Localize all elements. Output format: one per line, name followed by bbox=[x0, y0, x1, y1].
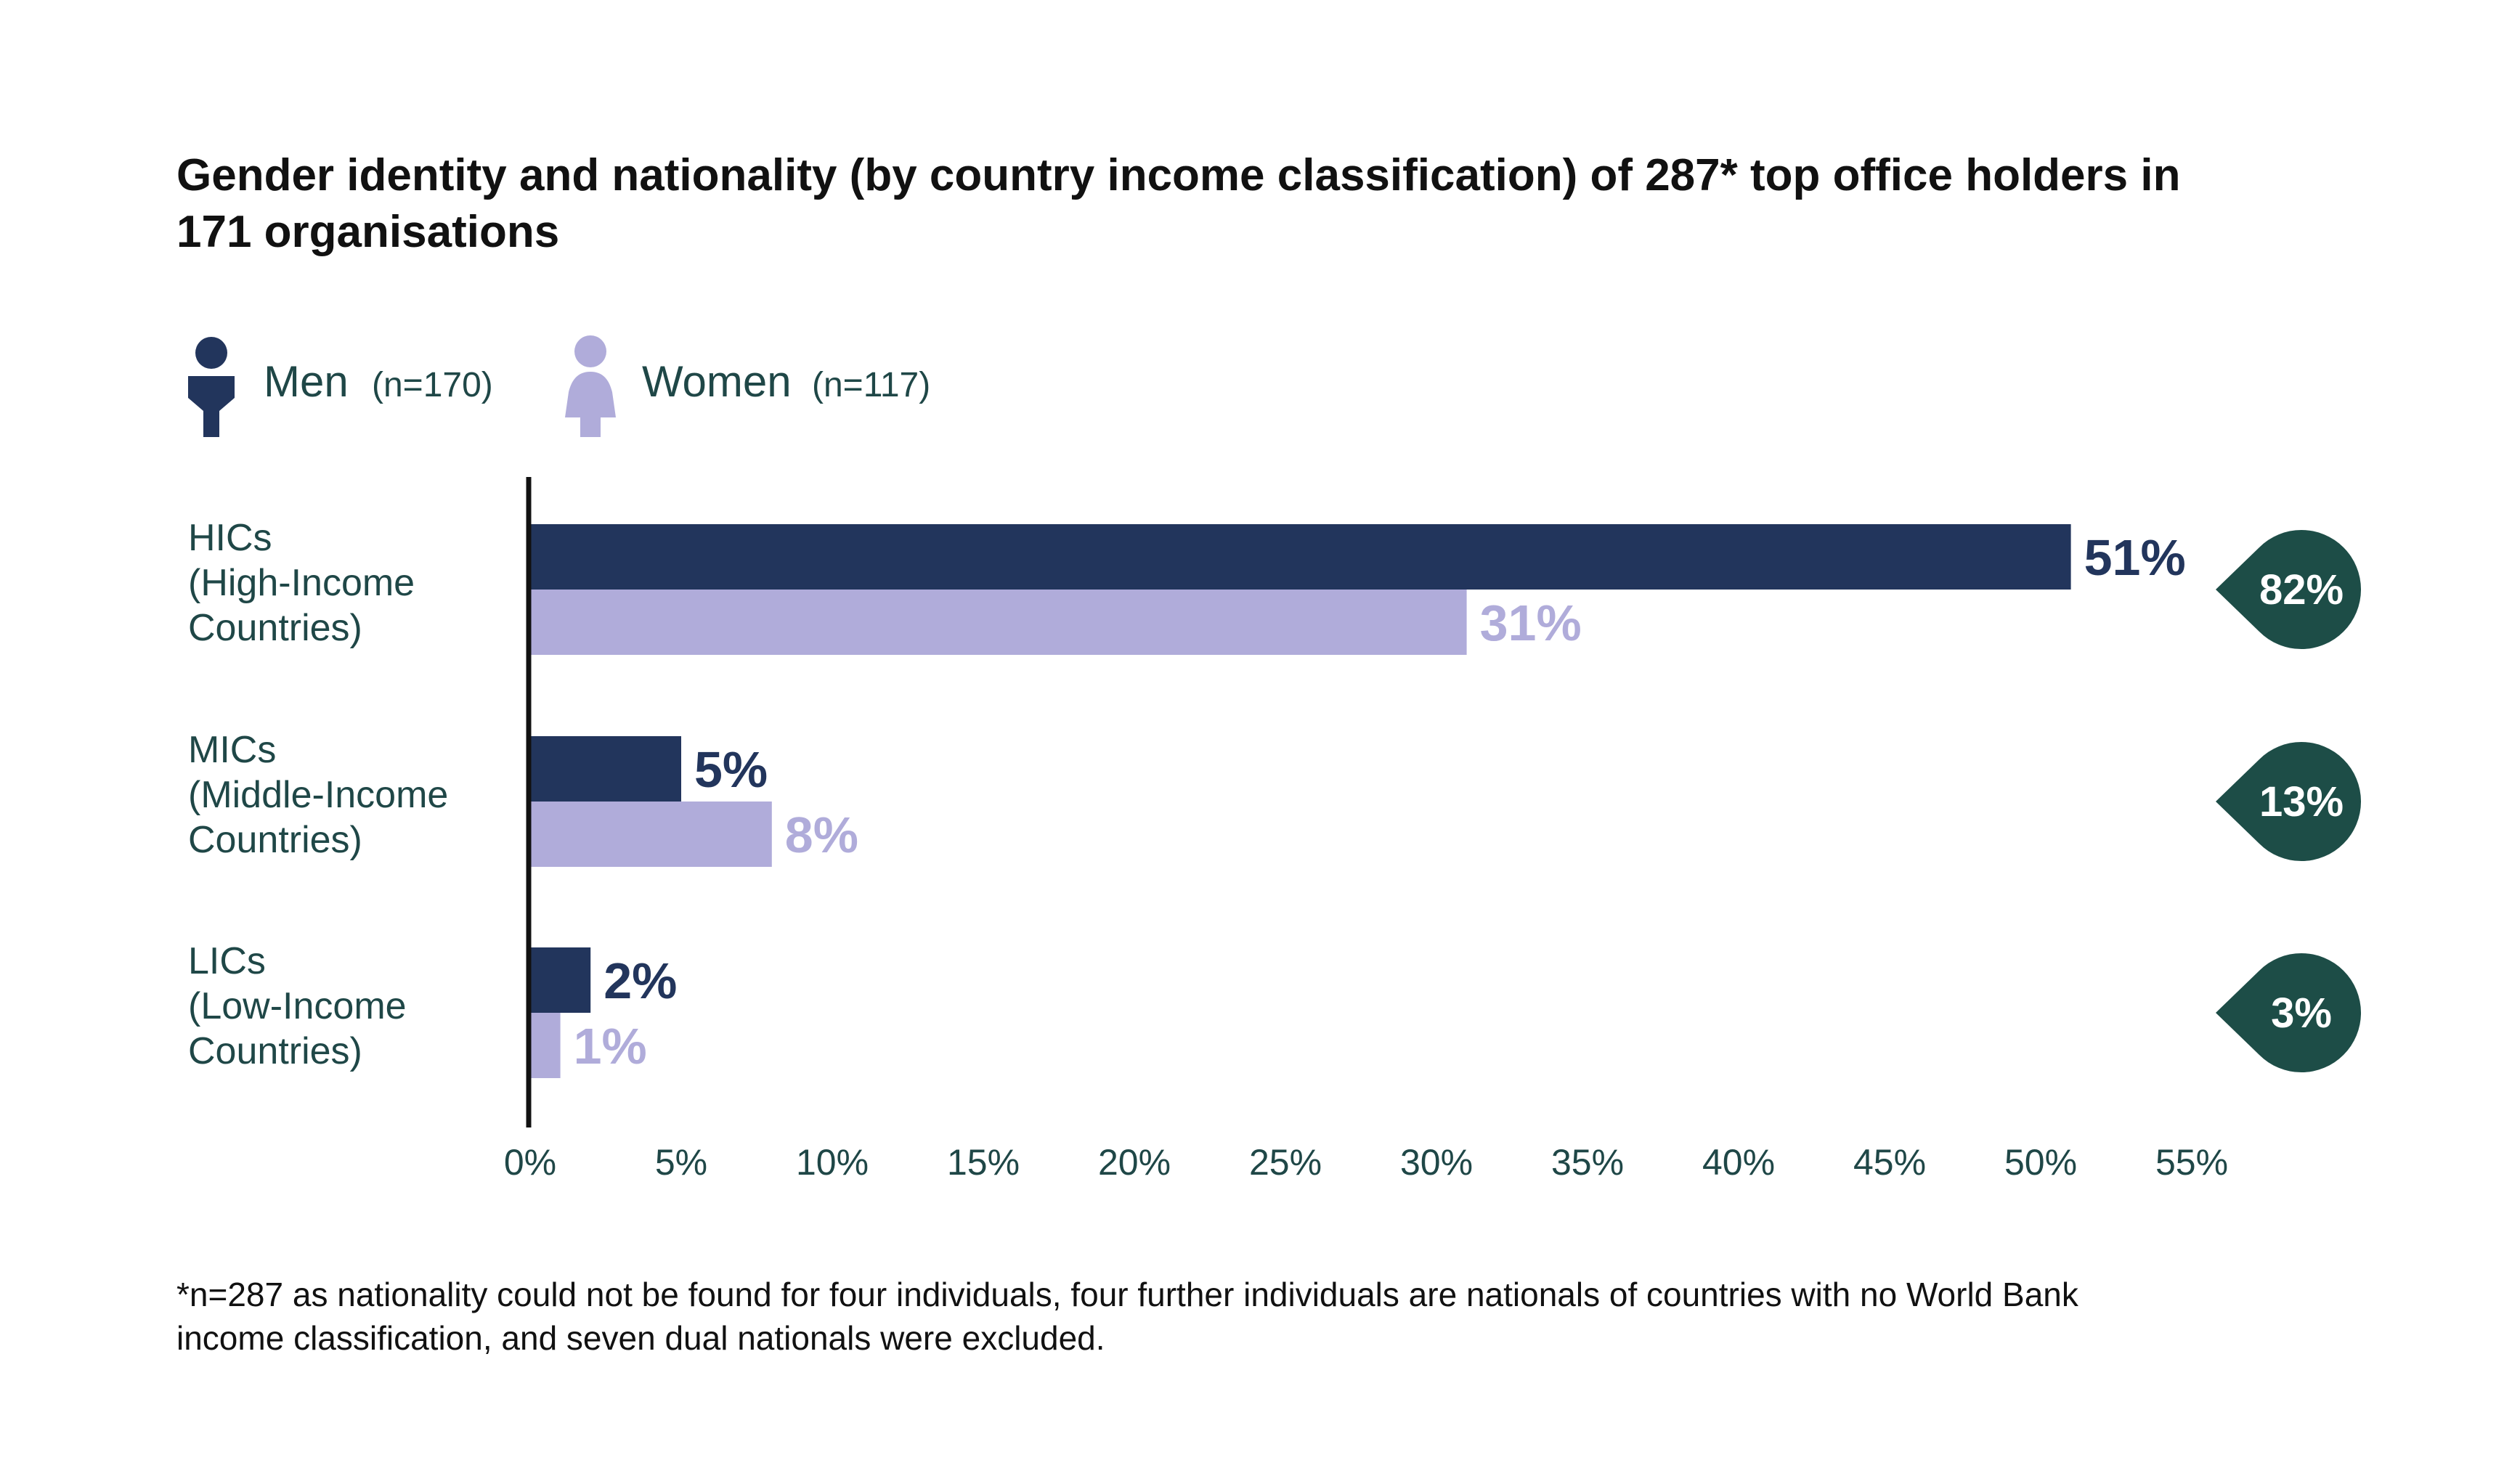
category-label: LICs bbox=[188, 940, 266, 982]
category-label: Countries) bbox=[188, 1030, 362, 1072]
x-tick-label: 10% bbox=[796, 1142, 869, 1183]
x-tick-label: 55% bbox=[2155, 1142, 2228, 1183]
total-label: 13% bbox=[2259, 778, 2344, 825]
legend-women-label: Women bbox=[642, 357, 792, 406]
bar-women bbox=[530, 802, 772, 867]
bar-women bbox=[530, 590, 1467, 655]
footnote-line: *n=287 as nationality could not be found… bbox=[176, 1276, 2079, 1313]
legend-men-n: (n=170) bbox=[372, 366, 493, 404]
x-tick-label: 35% bbox=[1551, 1142, 1624, 1183]
total-badge bbox=[2216, 529, 2362, 650]
men-icon-head bbox=[195, 337, 227, 369]
value-label-men: 5% bbox=[694, 741, 768, 798]
category-label: (Low-Income bbox=[188, 985, 407, 1027]
x-tick-label: 20% bbox=[1098, 1142, 1171, 1183]
x-tick-label: 45% bbox=[1853, 1142, 1926, 1183]
value-label-women: 31% bbox=[1480, 595, 1582, 651]
category-label: (Middle-Income bbox=[188, 774, 448, 816]
women-icon bbox=[565, 372, 616, 437]
chart-title-line: 171 organisations bbox=[176, 207, 559, 257]
category-label: (High-Income bbox=[188, 562, 415, 604]
x-tick-label: 50% bbox=[2004, 1142, 2077, 1183]
chart-title-line: Gender identity and nationality (by coun… bbox=[176, 150, 2180, 200]
total-label: 3% bbox=[2271, 990, 2332, 1037]
x-tick-label: 0% bbox=[504, 1142, 556, 1183]
bar-men bbox=[530, 524, 2071, 590]
legend-women-n: (n=117) bbox=[812, 366, 930, 404]
legend-men-label: Men bbox=[264, 357, 349, 406]
x-tick-label: 5% bbox=[655, 1142, 707, 1183]
category-label: HICs bbox=[188, 517, 272, 559]
value-label-men: 2% bbox=[603, 953, 677, 1009]
bar-women bbox=[530, 1013, 561, 1078]
x-tick-label: 15% bbox=[947, 1142, 1020, 1183]
total-badge bbox=[2216, 741, 2362, 862]
category-label: Countries) bbox=[188, 607, 362, 649]
men-icon bbox=[188, 376, 235, 437]
bar-men bbox=[530, 947, 591, 1013]
x-tick-label: 40% bbox=[1702, 1142, 1775, 1183]
value-label-women: 1% bbox=[574, 1018, 647, 1074]
total-badge bbox=[2216, 953, 2362, 1073]
category-label: Countries) bbox=[188, 819, 362, 861]
x-tick-label: 25% bbox=[1249, 1142, 1322, 1183]
x-tick-label: 30% bbox=[1400, 1142, 1473, 1183]
value-label-men: 51% bbox=[2084, 529, 2186, 586]
footnote-line: income classification, and seven dual na… bbox=[176, 1319, 1105, 1357]
bar-men bbox=[530, 736, 681, 802]
category-label: MICs bbox=[188, 729, 276, 771]
women-icon-head bbox=[574, 335, 606, 367]
value-label-women: 8% bbox=[785, 807, 858, 863]
total-label: 82% bbox=[2259, 566, 2344, 613]
